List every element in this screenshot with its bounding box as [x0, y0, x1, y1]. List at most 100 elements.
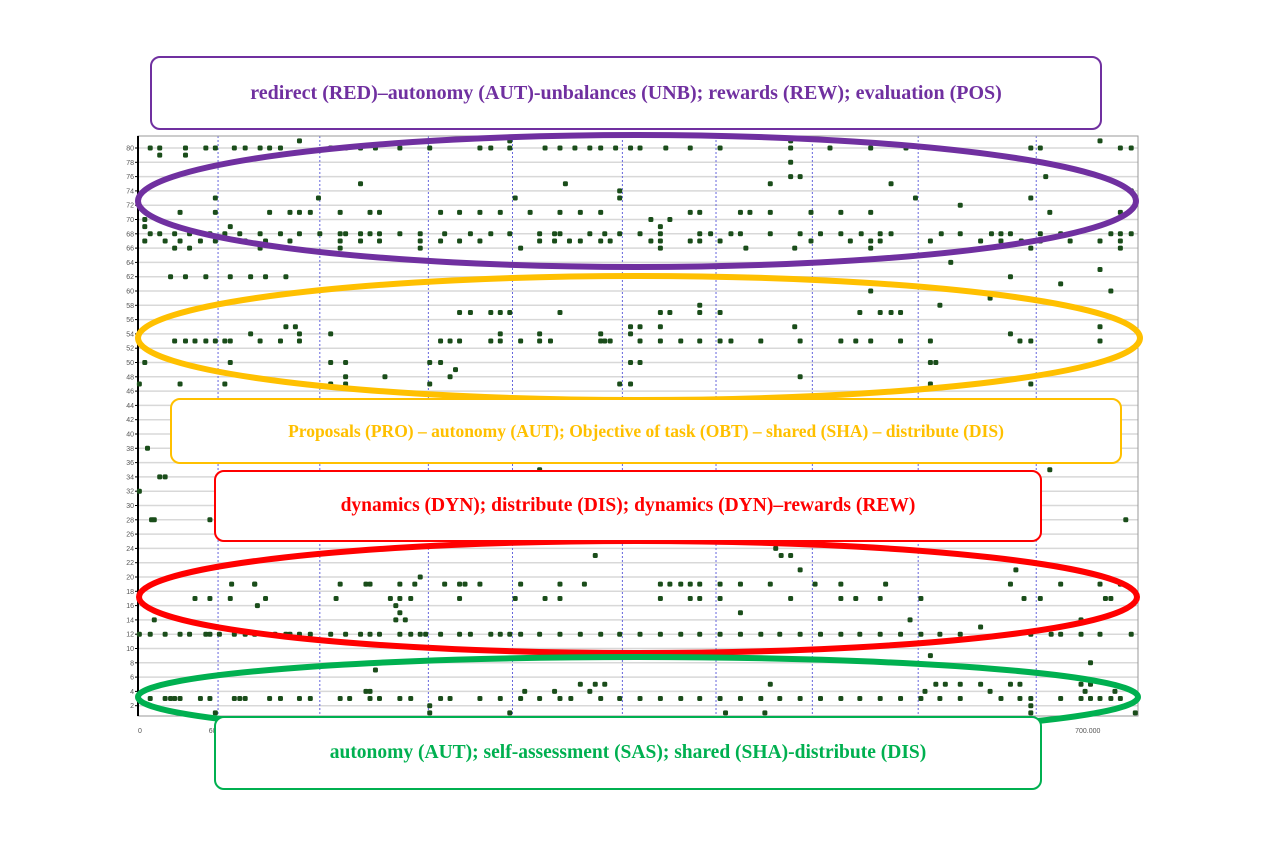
- y-tick-label: 28: [126, 517, 134, 524]
- x-tick-label: 700.000: [1075, 728, 1100, 735]
- data-point: [581, 581, 587, 587]
- data-point: [477, 581, 483, 587]
- data-point: [857, 696, 863, 702]
- data-point: [307, 209, 313, 215]
- data-point: [358, 181, 364, 187]
- data-point: [598, 238, 604, 244]
- y-tick-label: 8: [130, 660, 134, 667]
- y-tick-label: 40: [126, 432, 134, 439]
- data-point: [687, 595, 693, 601]
- data-point: [462, 581, 468, 587]
- data-point: [853, 338, 859, 344]
- data-point: [877, 595, 883, 601]
- data-point: [868, 288, 874, 294]
- data-point: [797, 696, 803, 702]
- data-point: [678, 631, 684, 637]
- data-point: [1028, 703, 1034, 709]
- data-point: [207, 595, 213, 601]
- data-point: [182, 274, 188, 280]
- data-point: [537, 238, 543, 244]
- data-point: [207, 517, 213, 523]
- data-point: [737, 231, 743, 237]
- data-point: [417, 231, 423, 237]
- data-point: [263, 595, 269, 601]
- data-point: [788, 595, 794, 601]
- data-point: [522, 688, 528, 694]
- y-tick-label: 32: [126, 489, 134, 496]
- data-point: [408, 631, 414, 637]
- data-point: [343, 231, 349, 237]
- data-point: [927, 338, 933, 344]
- data-point: [758, 338, 764, 344]
- data-point: [717, 238, 723, 244]
- data-point: [254, 603, 260, 609]
- data-point: [212, 195, 218, 201]
- data-point: [177, 209, 183, 215]
- data-point: [182, 152, 188, 158]
- data-point: [628, 331, 634, 337]
- data-point: [598, 338, 604, 344]
- data-point: [277, 338, 283, 344]
- data-point: [838, 696, 844, 702]
- data-point: [136, 488, 142, 494]
- data-point: [488, 145, 494, 151]
- data-point: [377, 238, 383, 244]
- data-point: [557, 581, 563, 587]
- data-point: [1132, 710, 1138, 716]
- data-point: [1043, 174, 1049, 180]
- data-point: [296, 696, 302, 702]
- data-point: [147, 631, 153, 637]
- data-point: [868, 145, 874, 151]
- data-point: [1078, 696, 1084, 702]
- data-point: [488, 631, 494, 637]
- data-point: [797, 567, 803, 573]
- data-point: [397, 581, 403, 587]
- data-point: [417, 574, 423, 580]
- data-point: [477, 696, 483, 702]
- data-point: [1058, 631, 1064, 637]
- data-point: [157, 152, 163, 158]
- data-point: [877, 231, 883, 237]
- data-point: [457, 595, 463, 601]
- data-point: [172, 231, 178, 237]
- data-point: [328, 631, 334, 637]
- data-point: [663, 145, 669, 151]
- data-point: [252, 581, 258, 587]
- data-point: [1108, 231, 1114, 237]
- data-point: [1037, 595, 1043, 601]
- data-point: [838, 209, 844, 215]
- data-point: [283, 274, 289, 280]
- data-point: [598, 145, 604, 151]
- data-point: [1128, 631, 1134, 637]
- data-point: [577, 681, 583, 687]
- data-point: [637, 696, 643, 702]
- data-point: [227, 595, 233, 601]
- data-point: [637, 631, 643, 637]
- data-point: [933, 360, 939, 365]
- data-point: [717, 581, 723, 587]
- data-point: [518, 338, 524, 344]
- data-point: [637, 338, 643, 344]
- data-point: [315, 195, 321, 201]
- data-point: [157, 474, 163, 480]
- data-point: [648, 238, 654, 244]
- data-point: [497, 696, 503, 702]
- data-point: [598, 696, 604, 702]
- x-tick-label: 0: [138, 728, 142, 735]
- data-point: [883, 581, 889, 587]
- data-point: [592, 553, 598, 559]
- data-point: [637, 145, 643, 151]
- data-point: [488, 231, 494, 237]
- y-tick-label: 14: [126, 617, 134, 624]
- data-point: [168, 274, 174, 280]
- data-point: [136, 381, 142, 387]
- y-tick-label: 26: [126, 532, 134, 539]
- data-point: [957, 202, 963, 208]
- data-point: [617, 381, 623, 387]
- data-point: [978, 238, 984, 244]
- data-point: [552, 688, 558, 694]
- data-point: [203, 338, 209, 344]
- data-point: [937, 302, 943, 308]
- data-point: [518, 245, 524, 251]
- data-point: [542, 145, 548, 151]
